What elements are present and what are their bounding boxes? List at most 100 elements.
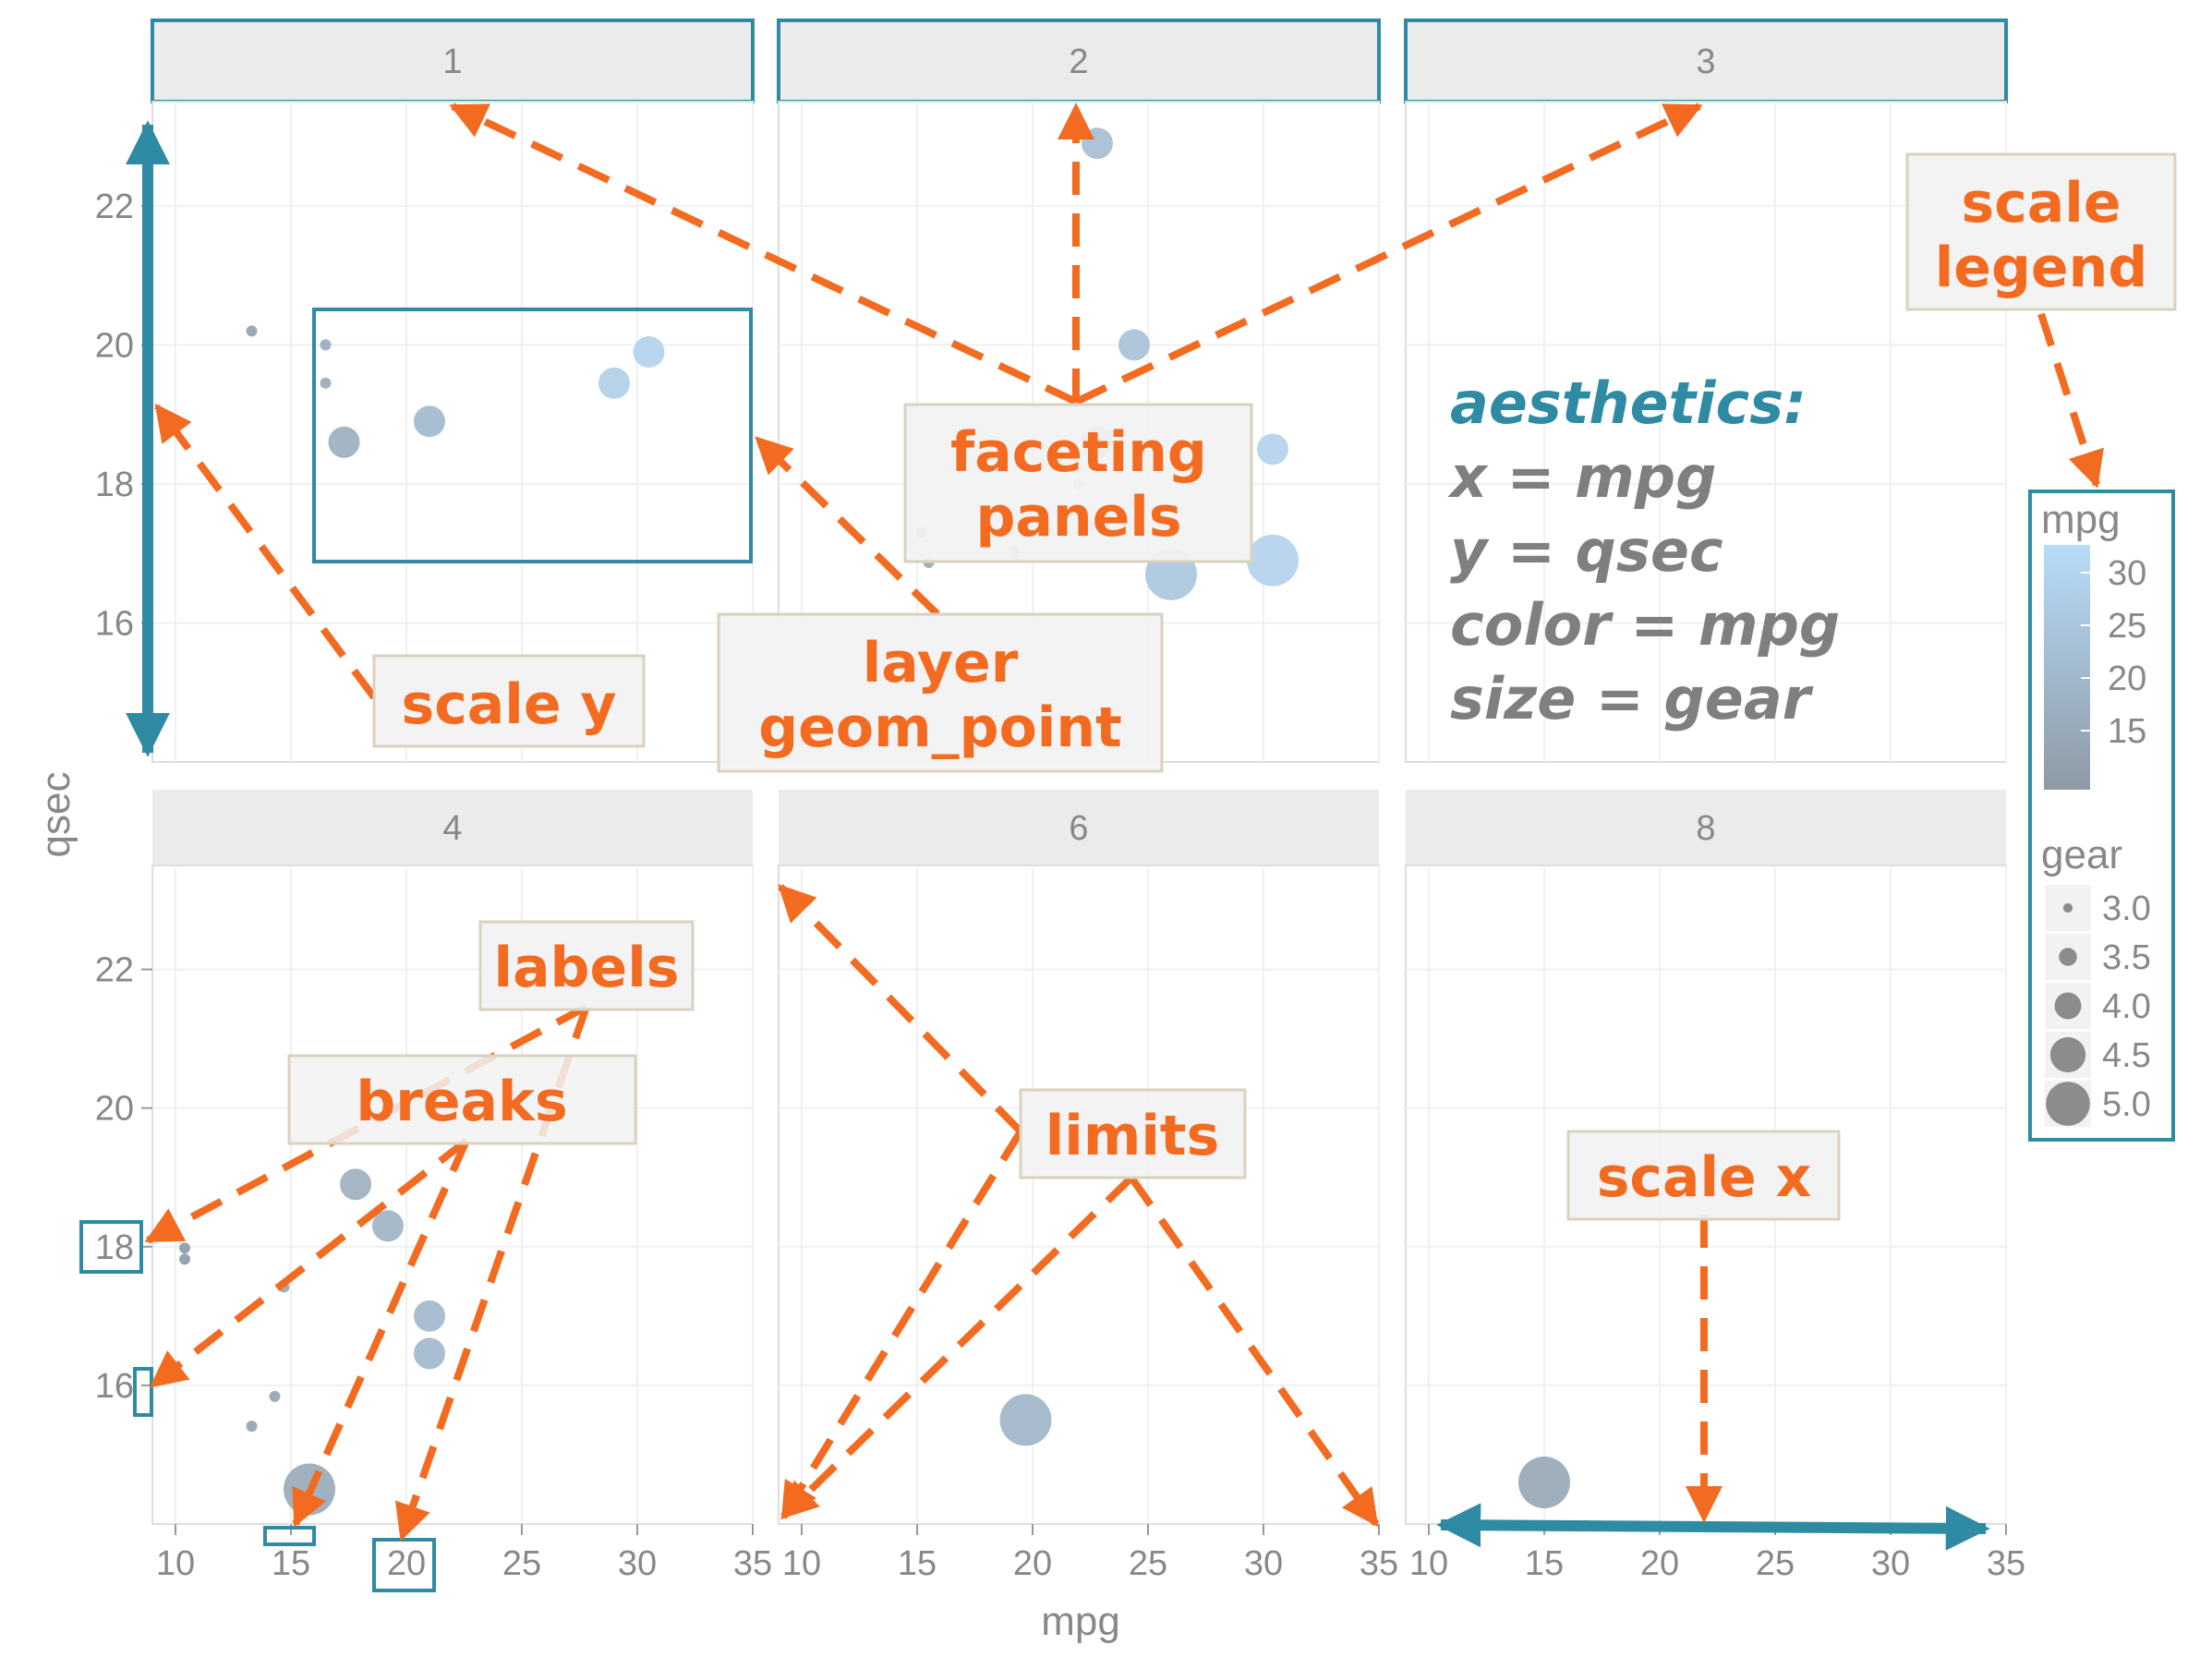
callout-layer-line2: geom_point: [758, 695, 1122, 760]
legend-color-label: 30: [2108, 554, 2146, 593]
facet-strip-label: 4: [442, 809, 462, 848]
data-point: [269, 1390, 281, 1402]
data-point: [414, 1300, 445, 1332]
facet-panel-6: 6: [778, 790, 1380, 1525]
legend-size-key-bg: [2043, 883, 2093, 933]
callout-limits: limits: [1019, 1088, 1247, 1179]
layer-highlight-box: [312, 308, 753, 563]
aesthetic-color: color = mpg: [1450, 591, 1840, 659]
y-tick-label: 18: [95, 466, 134, 504]
callout-faceting-line1: faceting: [950, 420, 1207, 485]
label-highlight-18: [79, 1220, 143, 1274]
x-tick-label: 20: [1013, 1544, 1052, 1583]
aesthetic-y: y = qsec: [1450, 517, 1723, 585]
layer-point: [328, 426, 360, 458]
limits-arrow-1: [778, 884, 1023, 1134]
legend-color-title: mpg: [2041, 497, 2121, 542]
data-point: [414, 1337, 445, 1370]
data-point: [179, 1253, 190, 1265]
x-tick-label: 15: [898, 1544, 937, 1583]
legend-color-bar: [2044, 545, 2090, 790]
callout-faceting-panels: faceting panels: [903, 403, 1253, 563]
facet-strip-label: 2: [1069, 42, 1088, 81]
layer-arrow: [755, 436, 940, 617]
facet-strip: [152, 790, 753, 865]
facet-strip-label: 3: [1696, 42, 1715, 81]
callout-scale-x-text: scale x: [1597, 1145, 1812, 1210]
layer-point: [414, 405, 445, 438]
y-tick-label: 16: [95, 604, 134, 643]
aesthetic-x: x = mpg: [1447, 443, 1716, 511]
layer-point: [246, 325, 258, 337]
data-point: [372, 1210, 404, 1242]
layer-point: [320, 377, 332, 389]
data-point: [1257, 433, 1288, 466]
callout-layer: layer geom_point: [717, 612, 1164, 773]
facet-strip: [779, 790, 1379, 865]
legend-size-label: 3.0: [2102, 889, 2151, 928]
breaks-arrow-1: [149, 1137, 469, 1389]
breaks-arrow-2: [292, 1139, 470, 1528]
callout-scale-legend-line1: scale: [1961, 171, 2121, 236]
break-highlight-16: [133, 1367, 153, 1417]
callout-scale-legend: scale legend: [1905, 152, 2177, 311]
labels-arrow-2: [394, 1005, 590, 1542]
panel-background: [1405, 101, 2007, 763]
x-tick-label: 30: [618, 1544, 657, 1583]
layer-point: [633, 335, 665, 368]
legend-color-label: 20: [2108, 659, 2146, 698]
callout-boxes: scale legend faceting panels scale y lay…: [287, 152, 2177, 1221]
break-highlight-15: [263, 1526, 316, 1546]
panel-background: [151, 101, 754, 763]
data-point: [179, 1242, 190, 1254]
legend-size-key: [2049, 1036, 2086, 1073]
callout-scale-legend-line2: legend: [1935, 236, 2148, 300]
legend-size-title: gear: [2041, 832, 2122, 877]
data-point: [999, 1394, 1052, 1446]
y-axis-title: qsec: [33, 772, 79, 858]
y-tick-label: 20: [95, 326, 134, 365]
x-tick-label: 15: [272, 1544, 310, 1583]
legend: mpg 30 25 20 15 gear 3.0 3.5 4.0 4.5 5.0: [2028, 490, 2175, 1142]
aesthetics-block: aesthetics: x = mpg y = qsec color = mpg…: [1447, 369, 1840, 732]
facet-panel-3: 3: [1404, 18, 2008, 763]
legend-size-key: [2046, 1082, 2090, 1126]
facet-panel-1: 1: [151, 18, 755, 763]
legend-size-key: [2059, 948, 2077, 966]
legend-size-label: 5.0: [2102, 1085, 2151, 1124]
data-point: [340, 1168, 371, 1201]
facet-panel-4: 4: [151, 790, 754, 1525]
labels-arrow-1: [144, 1003, 588, 1244]
facet-strip: [151, 18, 755, 103]
x-axis-title: mpg: [1041, 1599, 1120, 1644]
limits-arrow-4: [1128, 1175, 1380, 1528]
limits-arrow-2: [780, 1129, 1024, 1520]
aesthetics-title: aesthetics:: [1450, 369, 1807, 437]
x-tick-label: 20: [1640, 1544, 1679, 1583]
callout-arrows: [144, 103, 2104, 1542]
scale-y-callout-arrow: [153, 403, 378, 700]
y-tick-label: 22: [95, 951, 134, 990]
y-tick-label: 20: [95, 1090, 134, 1129]
x-tick-label: 30: [1244, 1544, 1283, 1583]
panel-background: [778, 865, 1380, 1525]
aesthetic-size: size = gear: [1450, 665, 1814, 732]
facet-strip-label: 1: [442, 42, 462, 81]
data-point: [1247, 534, 1299, 587]
callout-scale-y-text: scale y: [401, 672, 616, 737]
legend-color-label: 25: [2108, 607, 2146, 646]
data-point: [246, 1421, 258, 1433]
legend-size-label: 4.0: [2102, 987, 2151, 1026]
x-tick-label: 35: [733, 1544, 772, 1583]
layer-point: [320, 339, 332, 351]
callout-scale-y: scale y: [372, 654, 646, 748]
x-tick-label: 10: [782, 1544, 821, 1583]
callout-faceting-line2: panels: [975, 485, 1181, 550]
callout-breaks-text: breaks: [356, 1070, 567, 1134]
x-tick-label: 30: [1871, 1544, 1910, 1583]
scale-legend-arrow: [2037, 312, 2104, 489]
faceting-arrow-3: [1074, 103, 1703, 405]
callout-scale-x: scale x: [1566, 1130, 1841, 1221]
scale-x-arrow: [1436, 1503, 1990, 1551]
limits-arrow-3: [780, 1175, 1134, 1519]
